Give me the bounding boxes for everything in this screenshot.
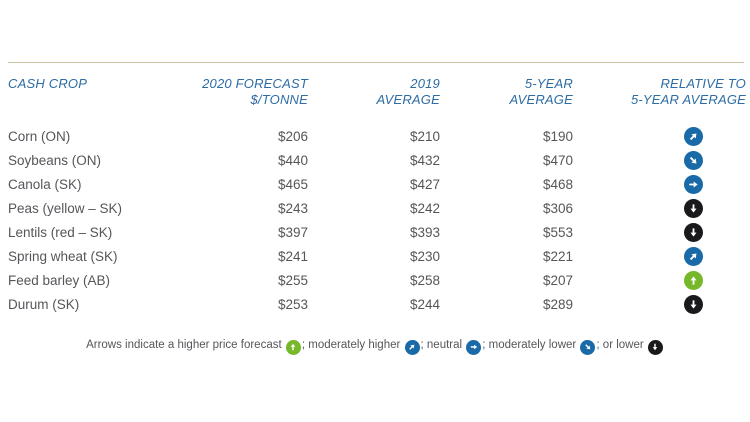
forecast-2020-value: $206 xyxy=(277,128,308,144)
arrow-glyph xyxy=(689,253,697,260)
average-2019-value: $432 xyxy=(409,152,440,168)
arrow-glyph xyxy=(689,133,697,140)
average-2019-value: $244 xyxy=(409,296,440,312)
trend-cell xyxy=(573,294,746,314)
moderately-higher-arrow-icon xyxy=(404,339,420,355)
crop-name: Feed barley (AB) xyxy=(8,272,111,288)
crop-name: Lentils (red – SK) xyxy=(8,224,113,240)
table-row: Feed barley (AB) $255 $258 $207 xyxy=(8,268,746,292)
average-5yr-value: $306 xyxy=(542,200,573,216)
trend-cell xyxy=(573,198,746,218)
trend-arrow-icon xyxy=(684,198,703,218)
forecast-2020-value: $241 xyxy=(277,248,308,264)
table-body: Corn (ON) $206 $210 $190 Soybeans (ON) $… xyxy=(8,124,746,316)
legend-text: ; neutral xyxy=(420,339,466,351)
trend-cell xyxy=(573,150,746,170)
forecast-2020-value: $253 xyxy=(277,296,308,312)
trend-arrow-icon xyxy=(684,174,703,194)
crop-name: Canola (SK) xyxy=(8,176,82,192)
forecast-2020-value: $397 xyxy=(277,224,308,240)
trend-cell xyxy=(573,126,746,146)
trend-cell xyxy=(573,270,746,290)
crop-name: Durum (SK) xyxy=(8,296,80,312)
table-row: Durum (SK) $253 $244 $289 xyxy=(8,292,746,316)
average-2019-value: $427 xyxy=(409,176,440,192)
forecast-2020-value: $465 xyxy=(277,176,308,192)
column-header-5-year-average: 5-YEAR AVERAGE xyxy=(509,76,573,107)
average-2019-value: $242 xyxy=(409,200,440,216)
average-5yr-value: $468 xyxy=(542,176,573,192)
average-5yr-value: $221 xyxy=(542,248,573,264)
average-2019-value: $393 xyxy=(409,224,440,240)
column-header-cash-crop: CASH CROP xyxy=(8,76,88,91)
table-row: Soybeans (ON) $440 $432 $470 xyxy=(8,148,746,172)
forecast-2020-value: $440 xyxy=(277,152,308,168)
forecast-2020-value: $243 xyxy=(277,200,308,216)
forecast-2020-value: $255 xyxy=(277,272,308,288)
higher-arrow-icon xyxy=(285,339,301,355)
column-header-2020-forecast: 2020 FORECAST $/TONNE xyxy=(202,76,308,107)
top-divider-rule xyxy=(8,62,744,63)
trend-arrow-icon xyxy=(684,294,703,314)
table-row: Peas (yellow – SK) $243 $242 $306 xyxy=(8,196,746,220)
legend-text: Arrows indicate a higher price forecast xyxy=(86,339,285,351)
table-row: Corn (ON) $206 $210 $190 xyxy=(8,124,746,148)
lower-arrow-icon xyxy=(647,339,663,355)
trend-cell xyxy=(573,174,746,194)
legend-text: ; or lower xyxy=(596,339,647,351)
legend-text: ; moderately lower xyxy=(482,339,580,351)
trend-arrow-icon xyxy=(684,126,703,146)
crop-name: Spring wheat (SK) xyxy=(8,248,118,264)
average-2019-value: $258 xyxy=(409,272,440,288)
arrow-glyph xyxy=(689,156,697,163)
trend-arrow-icon xyxy=(684,246,703,266)
trend-cell xyxy=(573,222,746,242)
trend-arrow-icon xyxy=(684,270,703,290)
table-header-row: CASH CROP 2020 FORECAST $/TONNE 2019 AVERA… xyxy=(8,76,746,107)
column-header-relative-to-5-year: RELATIVE TO 5-YEAR AVERAGE xyxy=(630,76,746,107)
legend-text: ; moderately higher xyxy=(301,339,404,351)
crop-name: Peas (yellow – SK) xyxy=(8,200,123,216)
column-header-2019-average: 2019 AVERAGE xyxy=(376,76,440,107)
table-row: Spring wheat (SK) $241 $230 $221 xyxy=(8,244,746,268)
crop-name: Corn (ON) xyxy=(8,128,71,144)
table-row: Canola (SK) $465 $427 $468 xyxy=(8,172,746,196)
table-row: Lentils (red – SK) $397 $393 $553 xyxy=(8,220,746,244)
neutral-arrow-icon xyxy=(466,339,482,355)
arrow-glyph xyxy=(690,299,697,309)
arrow-glyph xyxy=(690,227,697,237)
arrow-legend: Arrows indicate a higher price forecast … xyxy=(0,336,750,355)
trend-cell xyxy=(573,246,746,266)
trend-arrow-icon xyxy=(684,150,703,170)
average-5yr-value: $289 xyxy=(542,296,573,312)
average-5yr-value: $207 xyxy=(542,272,573,288)
arrow-glyph xyxy=(689,181,698,187)
arrow-glyph xyxy=(690,275,697,285)
moderately-lower-arrow-icon xyxy=(580,339,596,355)
arrow-glyph xyxy=(690,203,697,213)
average-5yr-value: $470 xyxy=(542,152,573,168)
average-5yr-value: $190 xyxy=(542,128,573,144)
crop-name: Soybeans (ON) xyxy=(8,152,102,168)
average-2019-value: $210 xyxy=(409,128,440,144)
average-2019-value: $230 xyxy=(409,248,440,264)
trend-arrow-icon xyxy=(684,222,703,242)
average-5yr-value: $553 xyxy=(542,224,573,240)
